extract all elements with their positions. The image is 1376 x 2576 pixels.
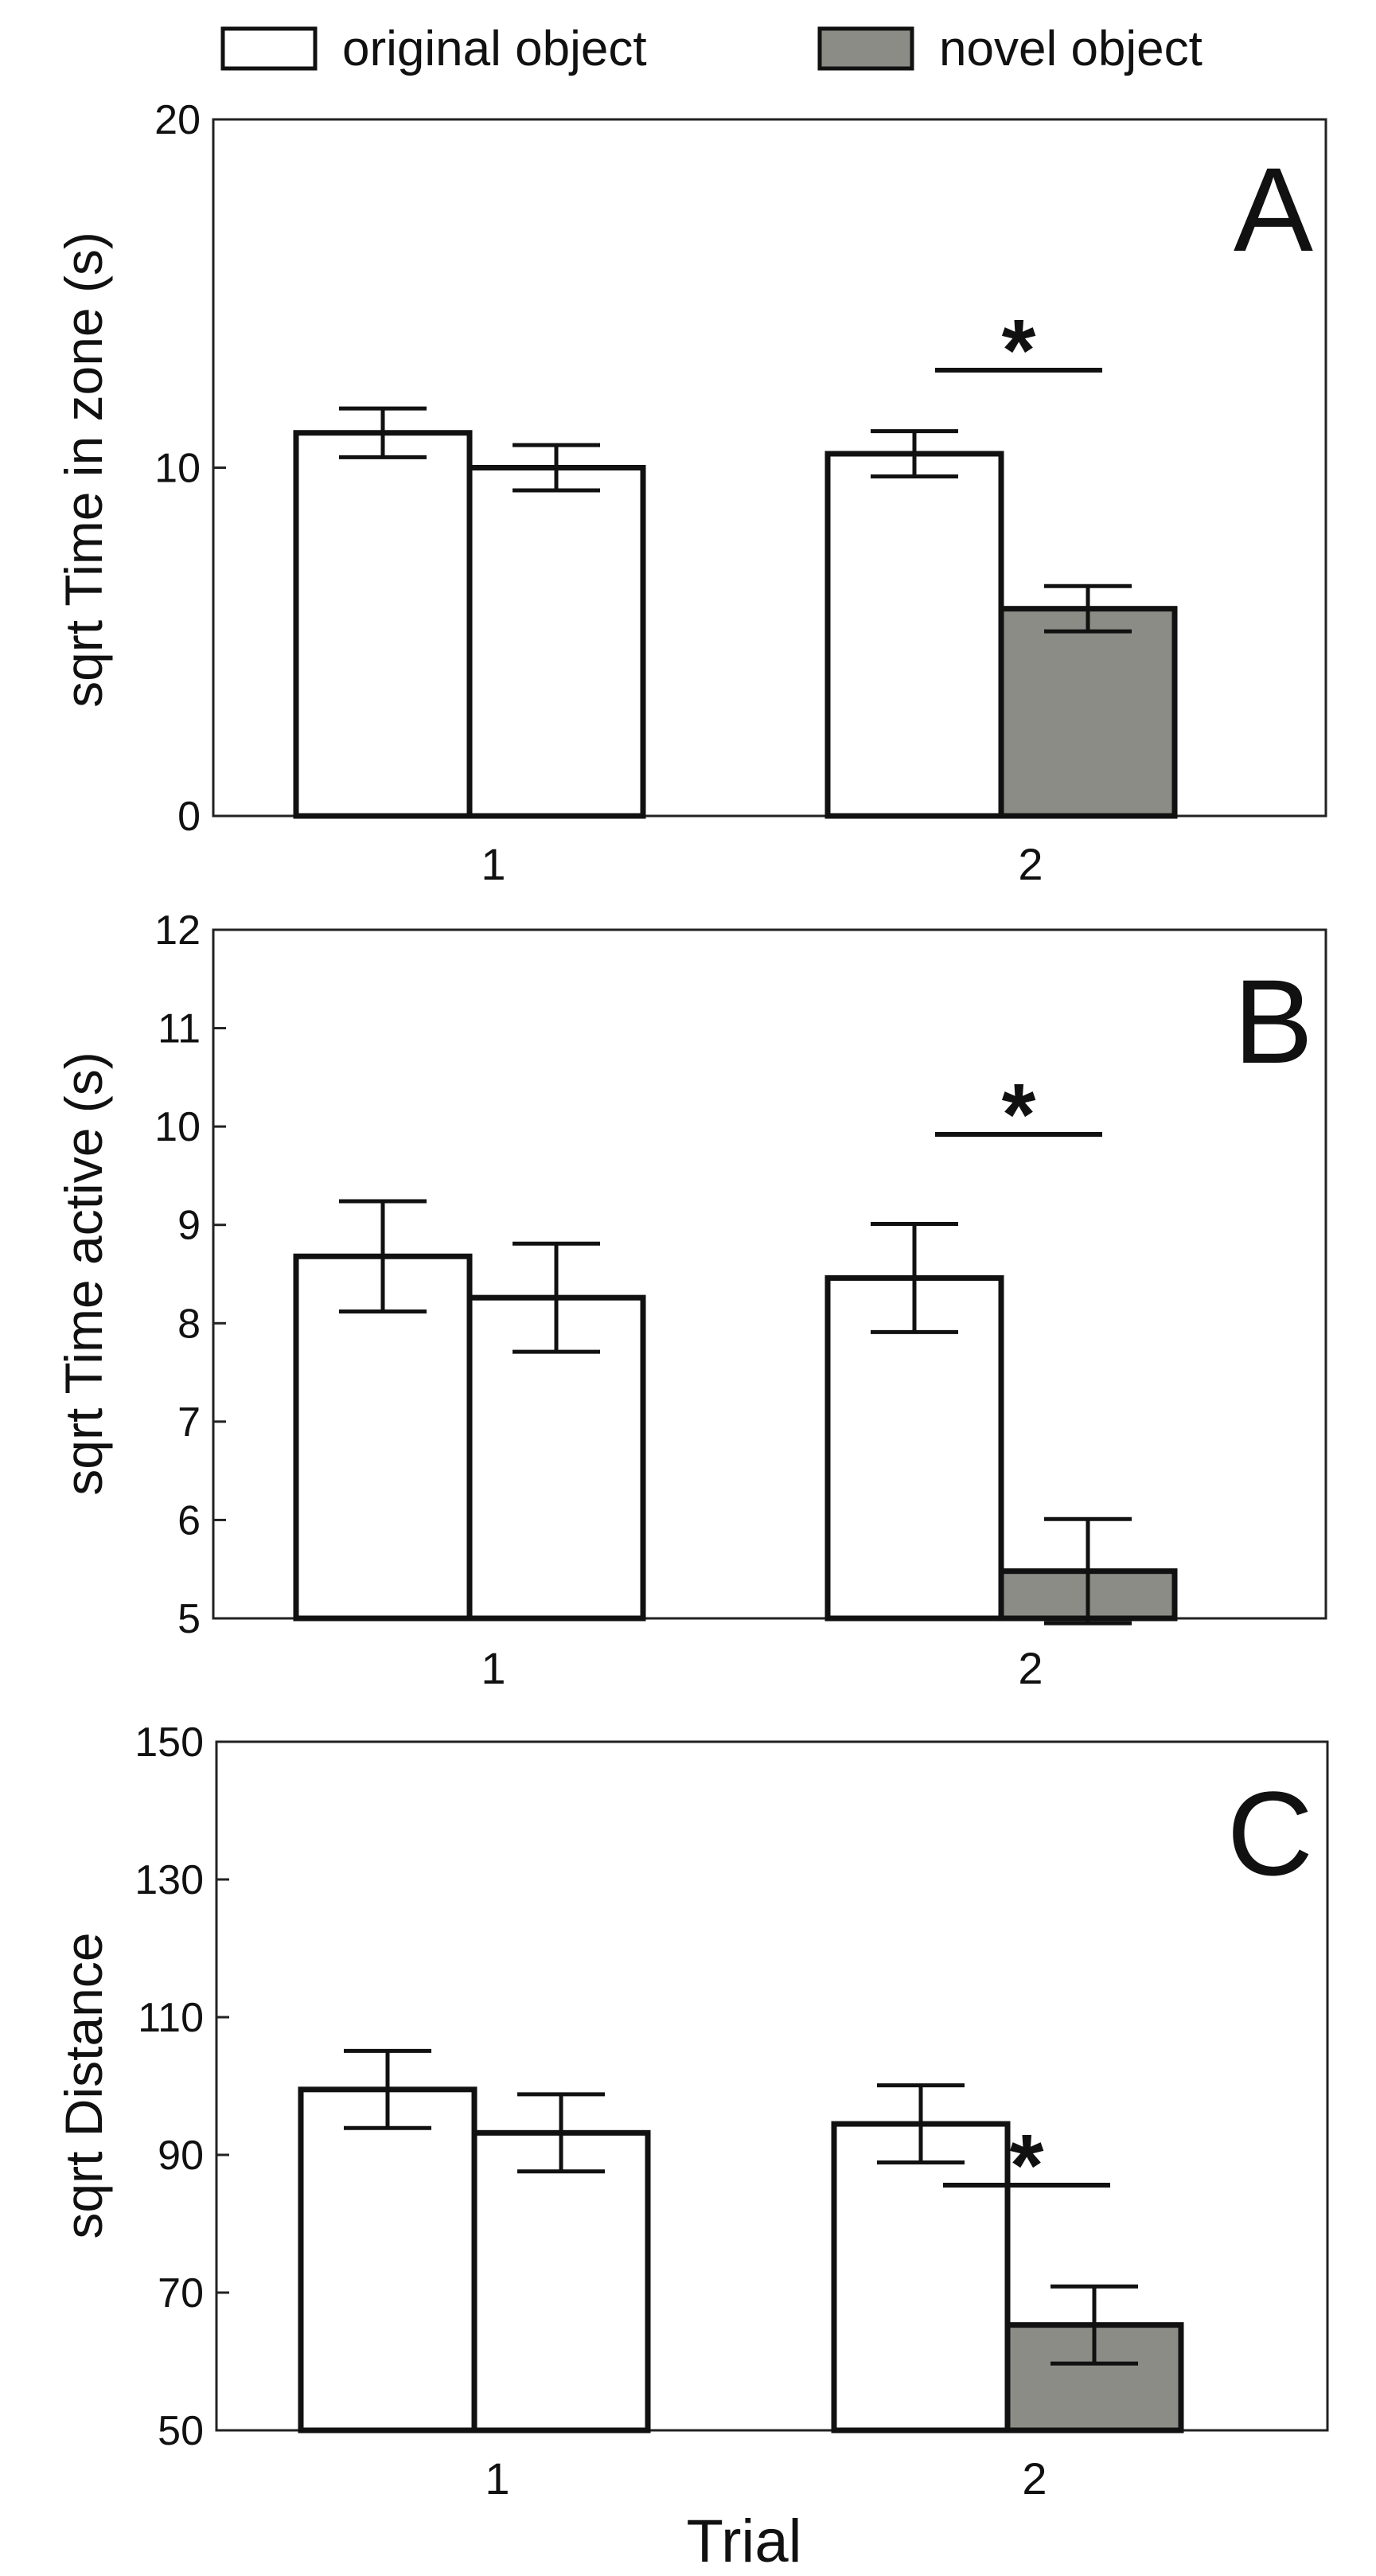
y-tick-label-c: 70 (158, 2270, 204, 2316)
plot-frame-c (215, 1740, 1329, 2432)
y-tick-label-b: 10 (154, 1104, 201, 1150)
bar-c (1004, 2322, 1184, 2434)
y-tick-label-b: 7 (177, 1399, 201, 1446)
bar-a (293, 430, 473, 819)
legend: original object novel object (220, 21, 1203, 76)
y-tick-label-a: 0 (177, 794, 201, 840)
panel-c: 50 70 90 110 130 150 1 2 C * sqrt Distance (54, 1719, 1329, 2504)
category-label-c-2: 2 (1022, 2453, 1047, 2504)
y-ticks-c: 50 70 90 110 130 150 (134, 1719, 229, 2454)
y-tick-label-b: 6 (177, 1497, 201, 1544)
bar-a (998, 606, 1178, 819)
y-tick-label-a: 20 (154, 97, 201, 143)
y-tick-label-c: 90 (158, 2133, 204, 2179)
bar-b (293, 1253, 473, 1622)
y-tick-label-c: 130 (134, 1857, 204, 1903)
y-tick-label-b: 5 (177, 1596, 201, 1642)
x-axis-label: Trial (687, 2508, 802, 2575)
y-ticks-a: 0 10 20 (154, 97, 226, 840)
y-tick-label-b: 12 (154, 907, 201, 954)
bars-b (293, 1199, 1178, 1626)
plot-frame-b (212, 928, 1327, 1620)
category-label-a-2: 2 (1018, 839, 1043, 889)
y-tick-label-b: 8 (177, 1301, 201, 1347)
bars-a (293, 406, 1178, 819)
bar-b (824, 1274, 1004, 1622)
legend-label-novel: novel object (939, 21, 1203, 76)
bar-a (466, 465, 646, 819)
significance-star-a: * (1002, 302, 1036, 400)
panel-letter-a: A (1234, 142, 1313, 276)
bar-c (471, 2129, 651, 2434)
panel-letter-b: B (1234, 954, 1313, 1088)
y-tick-label-c: 150 (134, 1719, 204, 1766)
y-axis-label-a: sqrt Time in zone (s) (54, 232, 113, 708)
category-label-b-1: 1 (481, 1643, 505, 1693)
legend-swatch-original (220, 26, 318, 71)
y-tick-label-a: 10 (154, 446, 201, 492)
panel-letter-c: C (1227, 1766, 1313, 1900)
y-axis-label-c: sqrt Distance (54, 1932, 113, 2238)
bar-c (298, 2086, 478, 2434)
bars-c (298, 2048, 1184, 2434)
significance-star-b: * (1002, 1066, 1036, 1164)
category-label-a-1: 1 (481, 839, 505, 889)
y-axis-label-b: sqrt Time active (s) (54, 1052, 113, 1495)
y-ticks-b: 5 6 7 8 9 10 11 12 (154, 907, 226, 1642)
bar-c (831, 2121, 1011, 2434)
bar-a (824, 451, 1004, 819)
y-tick-label-b: 9 (177, 1203, 201, 1249)
y-tick-label-b: 11 (158, 1006, 201, 1052)
panel-b: 5 6 7 8 9 10 11 12 1 2 B * sqrt Time active (s) (54, 907, 1327, 1693)
category-label-b-2: 2 (1018, 1643, 1043, 1693)
y-tick-label-c: 110 (138, 1995, 204, 2041)
significance-star-c: * (1010, 2117, 1044, 2215)
category-label-c-1: 1 (485, 2453, 509, 2504)
y-tick-label-c: 50 (158, 2408, 204, 2454)
legend-label-original: original object (342, 21, 647, 76)
legend-swatch-novel (817, 26, 914, 71)
panel-a: 0 10 20 1 2 A * sqrt Time in zone (s) (54, 97, 1327, 889)
